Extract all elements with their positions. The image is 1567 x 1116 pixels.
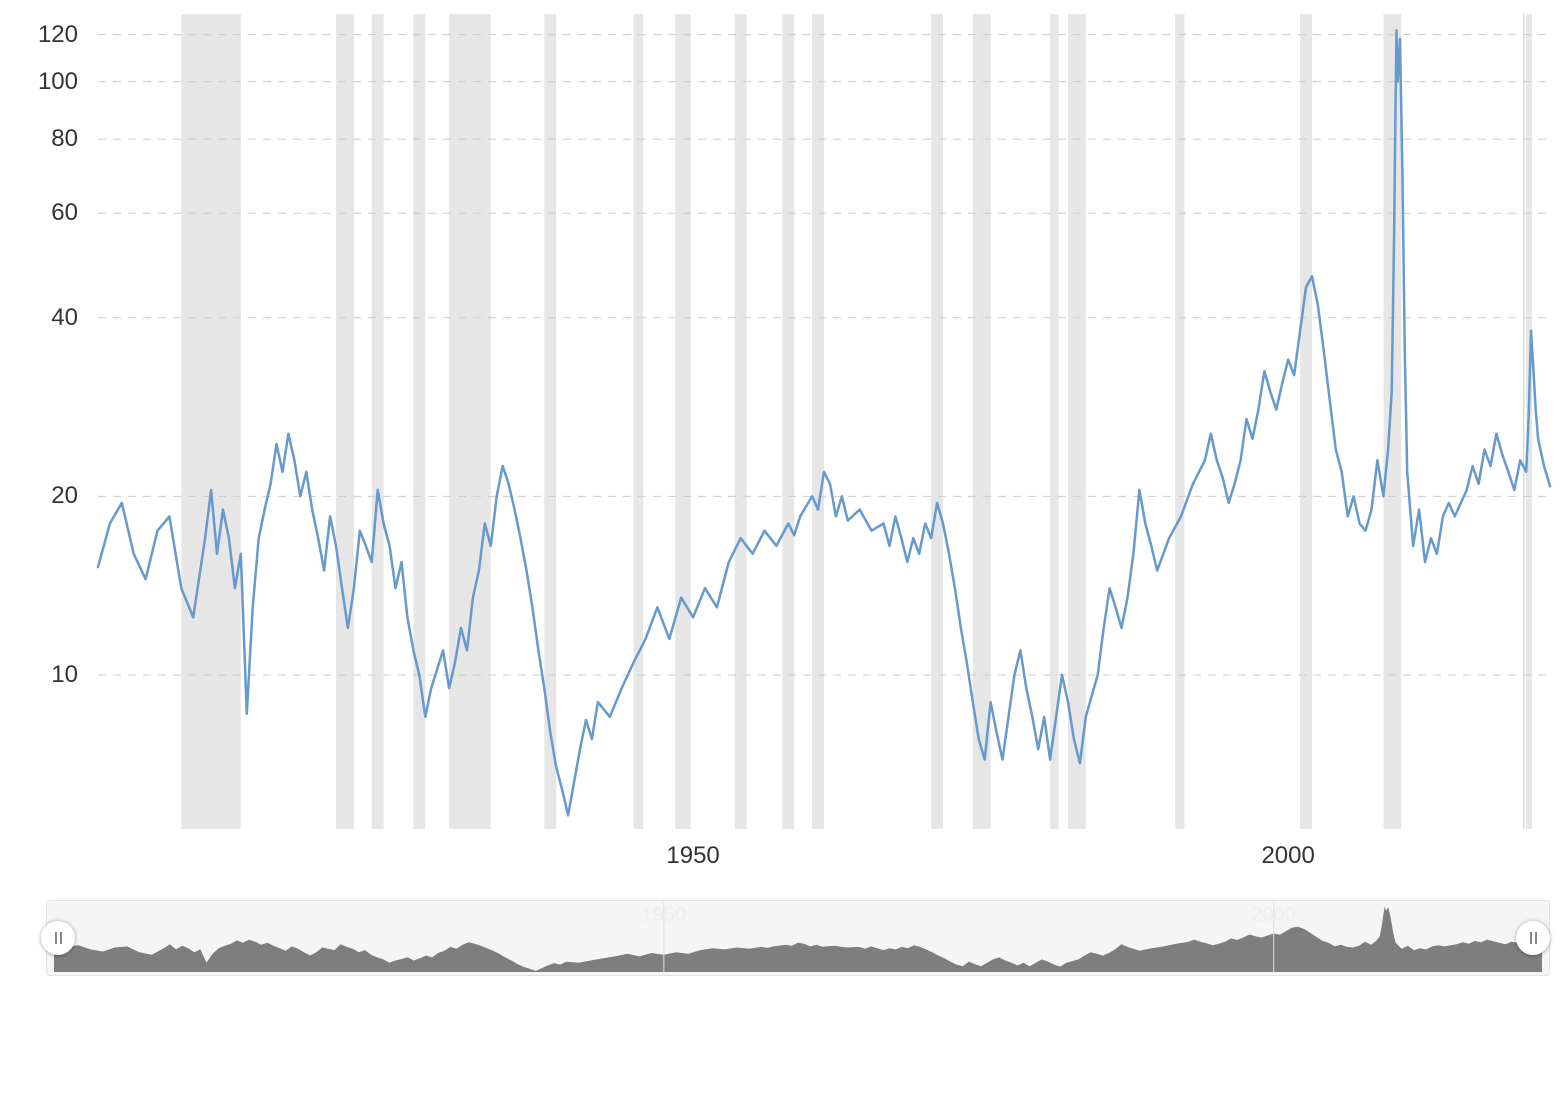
navigator-handle-right[interactable] xyxy=(1516,921,1550,955)
main-chart: 10 20 40 60 80 100 120 1950 2000 xyxy=(0,0,1567,900)
navigator-label: 2000 xyxy=(1251,904,1296,927)
recession-band xyxy=(634,14,644,829)
recession-band xyxy=(782,14,794,829)
x-tick-label: 2000 xyxy=(1261,842,1314,870)
navigator[interactable]: 1950 2000 xyxy=(46,900,1550,976)
recession-band xyxy=(449,14,491,829)
y-tick-label: 20 xyxy=(51,482,78,510)
recession-band xyxy=(1068,14,1086,829)
y-tick-label: 80 xyxy=(51,125,78,153)
recession-band xyxy=(181,14,241,829)
y-tick-label: 40 xyxy=(51,304,78,332)
y-tick-label: 10 xyxy=(51,661,78,689)
recession-band xyxy=(675,14,690,829)
x-axis-labels: 1950 2000 xyxy=(0,842,1567,882)
y-tick-label: 120 xyxy=(38,21,78,49)
navigator-handle-left[interactable] xyxy=(41,921,75,955)
navigator-labels: 1950 2000 xyxy=(46,900,1550,976)
recession-band xyxy=(1300,14,1312,829)
recession-band xyxy=(973,14,991,829)
navigator-label: 1950 xyxy=(642,904,687,927)
y-axis-labels: 10 20 40 60 80 100 120 xyxy=(0,0,78,900)
recession-band xyxy=(372,14,384,829)
recession-band xyxy=(336,14,354,829)
recession-band xyxy=(812,14,824,829)
recession-band xyxy=(1383,14,1401,829)
x-tick-label: 1950 xyxy=(666,842,719,870)
y-tick-label: 60 xyxy=(51,199,78,227)
chart-root: { "main_chart": { "type": "line", "plot_… xyxy=(0,0,1567,1116)
y-tick-label: 100 xyxy=(38,68,78,96)
recession-band xyxy=(1175,14,1185,829)
main-chart-svg xyxy=(0,0,1567,900)
recession-band xyxy=(931,14,943,829)
recession-band xyxy=(735,14,747,829)
